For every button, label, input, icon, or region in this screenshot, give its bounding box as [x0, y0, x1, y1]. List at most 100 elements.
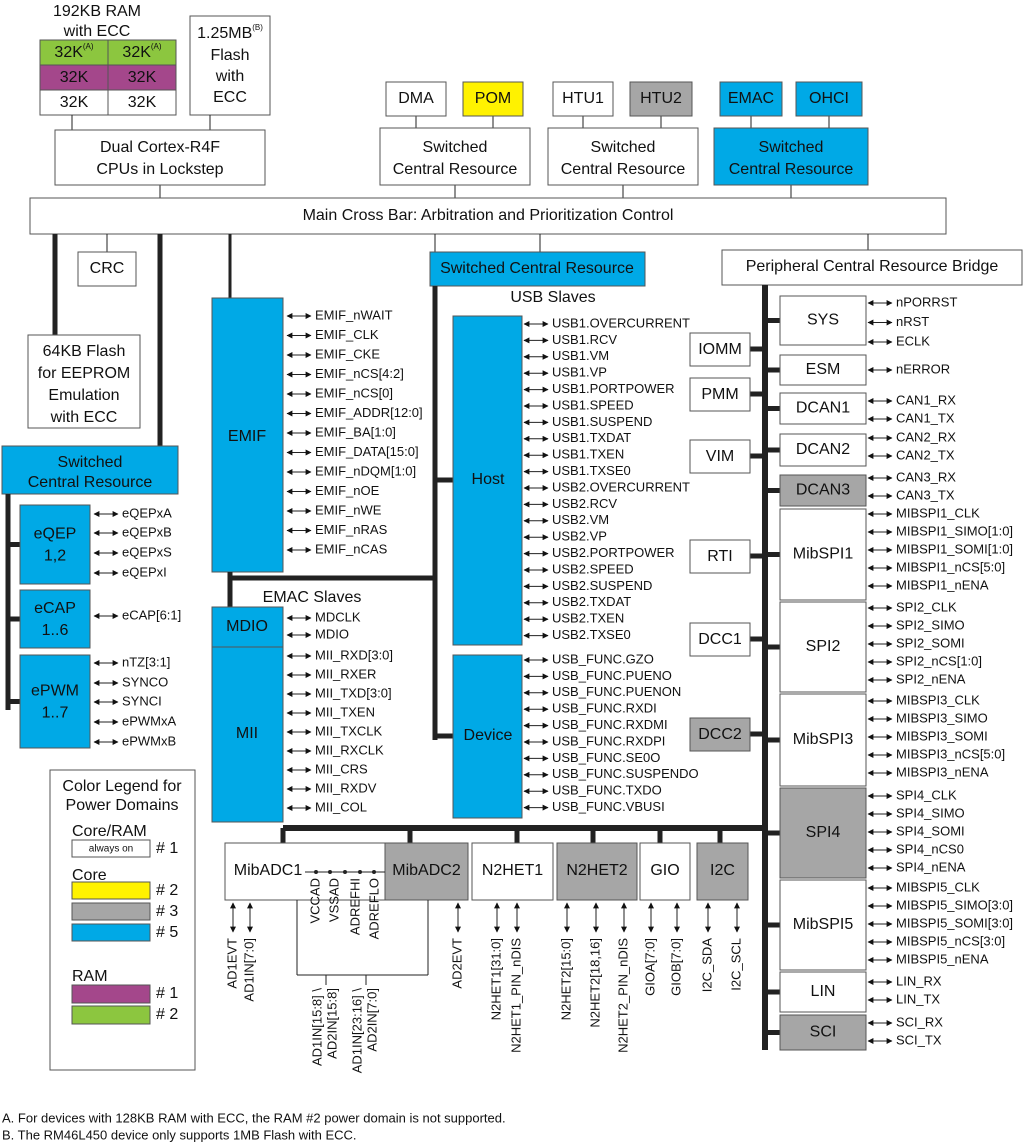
peripheral-label: SYS: [807, 312, 839, 329]
legend-title: Power Domains: [66, 797, 179, 814]
signal-label: MII_RXDV: [315, 780, 377, 795]
signal-label: nERROR: [896, 361, 950, 376]
signal-label: USB_FUNC.RXDPI: [552, 733, 665, 748]
pin-label: I2C_SDA: [699, 938, 714, 993]
peripheral-label: MibSPI5: [793, 916, 854, 933]
flash-label: Flash: [210, 47, 249, 64]
legend-group: Core: [72, 867, 107, 884]
signal-label: SYNCI: [122, 693, 162, 708]
ram-subtitle: with ECC: [63, 23, 131, 40]
signal-label: SPI4_SOMI: [896, 823, 965, 838]
footnote: B. The RM46L450 device only supports 1MB…: [2, 1127, 357, 1142]
pin-label: VSSAD: [326, 878, 341, 922]
peripheral-block: [779, 879, 867, 971]
signal-label: MIBSPI3_SOMI: [896, 728, 988, 743]
cpu-label: Dual Cortex-R4F: [100, 139, 220, 156]
signal-label: USB1.TXSE0: [552, 463, 631, 478]
crc-label: CRC: [90, 260, 125, 277]
pin-label: GIOB[7:0]: [668, 938, 683, 996]
module-block: [452, 315, 523, 646]
pin-label: AD2IN[7:0]: [364, 988, 379, 1052]
signal-label: ePWMxA: [122, 713, 177, 728]
legend-swatch: [71, 923, 151, 942]
module-label: 1..7: [42, 705, 69, 722]
peripheral-block: [779, 1014, 867, 1051]
signal-label: CAN2_TX: [896, 447, 955, 462]
master-label: HTU2: [640, 90, 682, 107]
ram-cell: [39, 64, 109, 91]
signal-label: SPI4_nENA: [896, 859, 966, 874]
pin-label: GIOA[7:0]: [642, 938, 657, 996]
signal-label: MII_CRS: [315, 761, 368, 776]
peripheral-label: SPI2: [806, 638, 841, 655]
resource-label: Switched: [591, 139, 656, 156]
flash-block: [189, 15, 271, 116]
signal-label: USB_FUNC.GZO: [552, 651, 654, 666]
crossbar: [29, 197, 947, 235]
signal-label: USB1.TXEN: [552, 447, 624, 462]
junction: [372, 870, 376, 874]
master-label: EMAC: [728, 90, 774, 107]
signal-label: USB1.TXDAT: [552, 430, 631, 445]
peripheral-block: [779, 354, 867, 386]
switched-resource: [713, 127, 869, 186]
signal-label: MDCLK: [315, 609, 361, 624]
peripheral-block: [779, 508, 867, 601]
signal-label: MIBSPI1_CLK: [896, 505, 980, 520]
signal-label: MIBSPI5_nCS[3:0]: [896, 933, 1005, 948]
peripheral-label: LIN: [811, 983, 836, 1000]
module-block: [639, 842, 691, 901]
module-label: N2HET2: [566, 862, 627, 879]
master-block: [462, 81, 524, 117]
signal-label: CAN1_RX: [896, 392, 956, 407]
master-block: [385, 81, 447, 117]
signal-label: MDIO: [315, 626, 349, 641]
module-label: DCC1: [698, 631, 742, 648]
peripheral-block: [779, 433, 867, 467]
peripheral-block: [779, 601, 867, 693]
eeprom-label: with ECC: [50, 409, 118, 426]
module-label: RTI: [707, 548, 732, 565]
signal-label: EMIF_ADDR[12:0]: [315, 405, 423, 420]
module-block: [556, 842, 638, 901]
master-label: HTU1: [562, 90, 604, 107]
signal-label: USB_FUNC.PUENON: [552, 684, 681, 699]
module-block: [696, 842, 749, 901]
module-label: IOMM: [698, 341, 742, 358]
signal-label: MIBSPI3_SIMO: [896, 710, 988, 725]
legend-item: # 2: [156, 1006, 178, 1023]
signal-label: USB2.VM: [552, 512, 609, 527]
signal-label: EMIF_CLK: [315, 327, 379, 342]
signal-label: EMIF_nOE: [315, 483, 380, 498]
peripheral-block: [779, 787, 867, 879]
group-title: USB Slaves: [510, 289, 595, 306]
resource-label: Switched: [423, 139, 488, 156]
resource-label: Central Resource: [729, 161, 854, 178]
signal-label: USB2.PORTPOWER: [552, 545, 675, 560]
module-label: Device: [464, 727, 513, 744]
signal-label: MII_COL: [315, 799, 367, 814]
signal-label: ePWMxB: [122, 733, 176, 748]
pin-label: AD2EVT: [449, 938, 464, 989]
peripheral-label: DCAN2: [796, 441, 850, 458]
eeprom-label: 64KB Flash: [43, 343, 126, 360]
signal-label: USB2.SUSPEND: [552, 578, 652, 593]
legend-swatch: [71, 839, 151, 858]
signal-label: EMIF_nCS[0]: [315, 385, 393, 400]
pin-label: AD1IN[23:16] \: [349, 988, 364, 1074]
group-title: EMAC Slaves: [263, 589, 362, 606]
signal-label: MIBSPI5_SIMO[3:0]: [896, 897, 1013, 912]
ram-cell-label: 32K: [128, 69, 157, 86]
signal-label: EMIF_nCS[4:2]: [315, 366, 404, 381]
ram-size: 32K: [128, 94, 157, 111]
signal-label: USB2.SPEED: [552, 561, 634, 576]
cpu-label: CPUs in Lockstep: [96, 161, 223, 178]
legend-swatch: [71, 902, 151, 921]
junction: [328, 870, 332, 874]
pin-label: ADREFHI: [347, 878, 362, 935]
signal-label: SPI2_SOMI: [896, 635, 965, 650]
signal-label: EMIF_nCAS: [315, 541, 388, 556]
legend-item: # 5: [156, 924, 178, 941]
signal-label: MIBSPI1_SOMI[1:0]: [896, 541, 1013, 556]
